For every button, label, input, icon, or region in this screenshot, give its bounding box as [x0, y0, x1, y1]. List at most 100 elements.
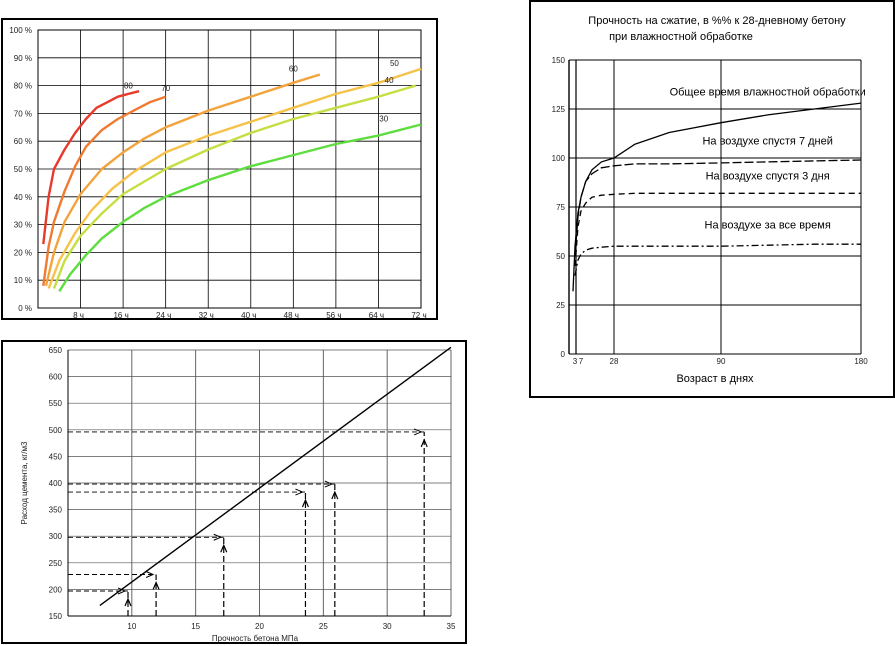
series-line-2: [574, 159, 862, 257]
series-label-50: 50: [390, 59, 399, 68]
series-label-3: На воздухе спустя 3 дня: [706, 171, 830, 183]
plot-frame: [37, 29, 422, 309]
regression-line: [99, 346, 452, 606]
y-tick-label: 125: [552, 105, 566, 114]
x-tick-label: 32 ч: [199, 311, 214, 320]
chart-title-line: Прочность на сжатие, в %% к 28-дневному …: [588, 15, 846, 27]
series-label-1: Общее время влажностной обработки: [670, 86, 866, 98]
x-tick-label: 7: [579, 357, 584, 366]
x-tick-label: 72 ч: [411, 311, 426, 320]
series-label-30: 30: [379, 115, 388, 124]
y-tick-label: 150: [552, 56, 566, 65]
grid: [38, 29, 422, 309]
chart-panel-hours: 0 % 10 % 20 % 30 % 40 % 50 % 60 % 70 % 80 % 90 % 1…: [1, 18, 438, 320]
series-line-80: [42, 90, 140, 245]
y-tick-label: 50: [556, 252, 565, 261]
y-tick-label: 10 %: [14, 276, 32, 285]
y-tick-label: 600: [49, 373, 63, 382]
y-tick-label: 350: [49, 506, 63, 515]
readout-4: [68, 488, 310, 616]
y-tick-label: 400: [49, 479, 63, 488]
y-tick-label: 100 %: [9, 26, 32, 35]
x-tick-label: 16 ч: [113, 311, 128, 320]
y-tick-label: 0 %: [18, 304, 32, 313]
arrow-up-icon: [301, 498, 310, 508]
series-line-50: [47, 67, 422, 289]
readout-3: [68, 533, 228, 616]
x-tick-label: 24 ч: [156, 311, 171, 320]
series-label-80: 80: [124, 81, 133, 90]
arrow-right-icon: [324, 480, 334, 488]
series-line-40: [52, 84, 417, 289]
x-tick-label: 48 ч: [284, 311, 299, 320]
y-tick-label: 450: [49, 452, 63, 461]
series-label-70: 70: [161, 84, 170, 93]
series-label-2: На воздухе спустя 7 дней: [702, 135, 832, 147]
series-label-4: На воздухе за все время: [705, 220, 831, 232]
y-tick-label: 30 %: [14, 221, 32, 230]
arrow-right-icon: [413, 428, 423, 436]
arrow-up-icon: [124, 597, 132, 607]
y-tick-label: 650: [49, 346, 63, 355]
arrow-up-icon: [331, 490, 339, 500]
x-tick-label: 180: [854, 357, 868, 366]
x-tick-label: 25: [319, 622, 328, 631]
y-tick-label: 150: [49, 612, 63, 621]
x-tick-label: 15: [191, 622, 200, 631]
y-axis-label: Расход цемента, кг/м3: [20, 441, 29, 525]
y-tick-label: 0: [561, 350, 566, 359]
y-tick-label: 550: [49, 399, 63, 408]
y-tick-label: 500: [49, 426, 63, 435]
x-axis-label: Прочность бетона МПа: [212, 634, 299, 643]
x-tick-label: 35: [447, 622, 456, 631]
y-tick-label: 60 %: [14, 137, 32, 146]
arrow-right-icon: [295, 488, 304, 496]
chart-hours: 0 % 10 % 20 % 30 % 40 % 50 % 60 % 70 % 80 % 90 % 1…: [9, 26, 426, 320]
readout-2: [68, 571, 160, 616]
arrow-right-icon: [213, 533, 223, 541]
y-tick-label: 80 %: [14, 82, 32, 91]
x-tick-label: 90: [717, 357, 726, 366]
y-tick-label: 300: [49, 532, 63, 541]
y-tick-label: 70 %: [14, 109, 32, 118]
y-tick-label: 25: [556, 301, 565, 310]
x-tick-label: 3: [573, 357, 578, 366]
readout-6: [68, 428, 428, 616]
series-line-4: [574, 243, 861, 276]
chart-title-line: при влажностной обработке: [609, 31, 753, 43]
series-label-40: 40: [385, 76, 394, 85]
y-tick-label: 40 %: [14, 193, 32, 202]
arrow-right-icon: [145, 571, 155, 578]
chart-panel-cement: 150 200 250 300 350 400 450 500 550 600 650 10 15 20 2…: [1, 340, 467, 644]
x-tick-label: 10: [127, 622, 136, 631]
y-tick-label: 200: [49, 585, 63, 594]
series-line-60: [44, 73, 321, 287]
x-tick-label: 8 ч: [73, 311, 84, 320]
series-line-3: [574, 192, 861, 266]
x-axis-label: Возраст в днях: [676, 373, 754, 385]
chart-panel-days: Прочность на сжатие, в %% к 28-дневному …: [529, 0, 895, 398]
x-tick-label: 64 ч: [369, 311, 384, 320]
y-tick-label: 90 %: [14, 54, 32, 63]
y-tick-label: 250: [49, 559, 63, 568]
series-line-1: [572, 102, 862, 292]
series-line-70: [42, 95, 167, 286]
x-tick-label: 30: [383, 622, 392, 631]
arrow-up-icon: [152, 580, 160, 590]
x-tick-label: 40 ч: [241, 311, 256, 320]
x-tick-label: 28: [610, 357, 619, 366]
arrow-up-icon: [420, 438, 428, 448]
y-tick-label: 50 %: [14, 165, 32, 174]
readout-5: [68, 480, 339, 616]
x-tick-label: 56 ч: [326, 311, 341, 320]
y-tick-label: 20 %: [14, 248, 32, 257]
arrow-up-icon: [220, 543, 228, 553]
readout-1: [68, 587, 132, 616]
series-label-60: 60: [289, 65, 298, 74]
y-tick-label: 100: [552, 154, 566, 163]
arrow-right-icon: [117, 587, 127, 595]
x-tick-label: 20: [255, 622, 264, 631]
chart-cement: 150 200 250 300 350 400 450 500 550 600 650 10 15 20 2…: [20, 346, 456, 643]
y-tick-label: 75: [556, 203, 565, 212]
series-line-30: [58, 123, 422, 292]
